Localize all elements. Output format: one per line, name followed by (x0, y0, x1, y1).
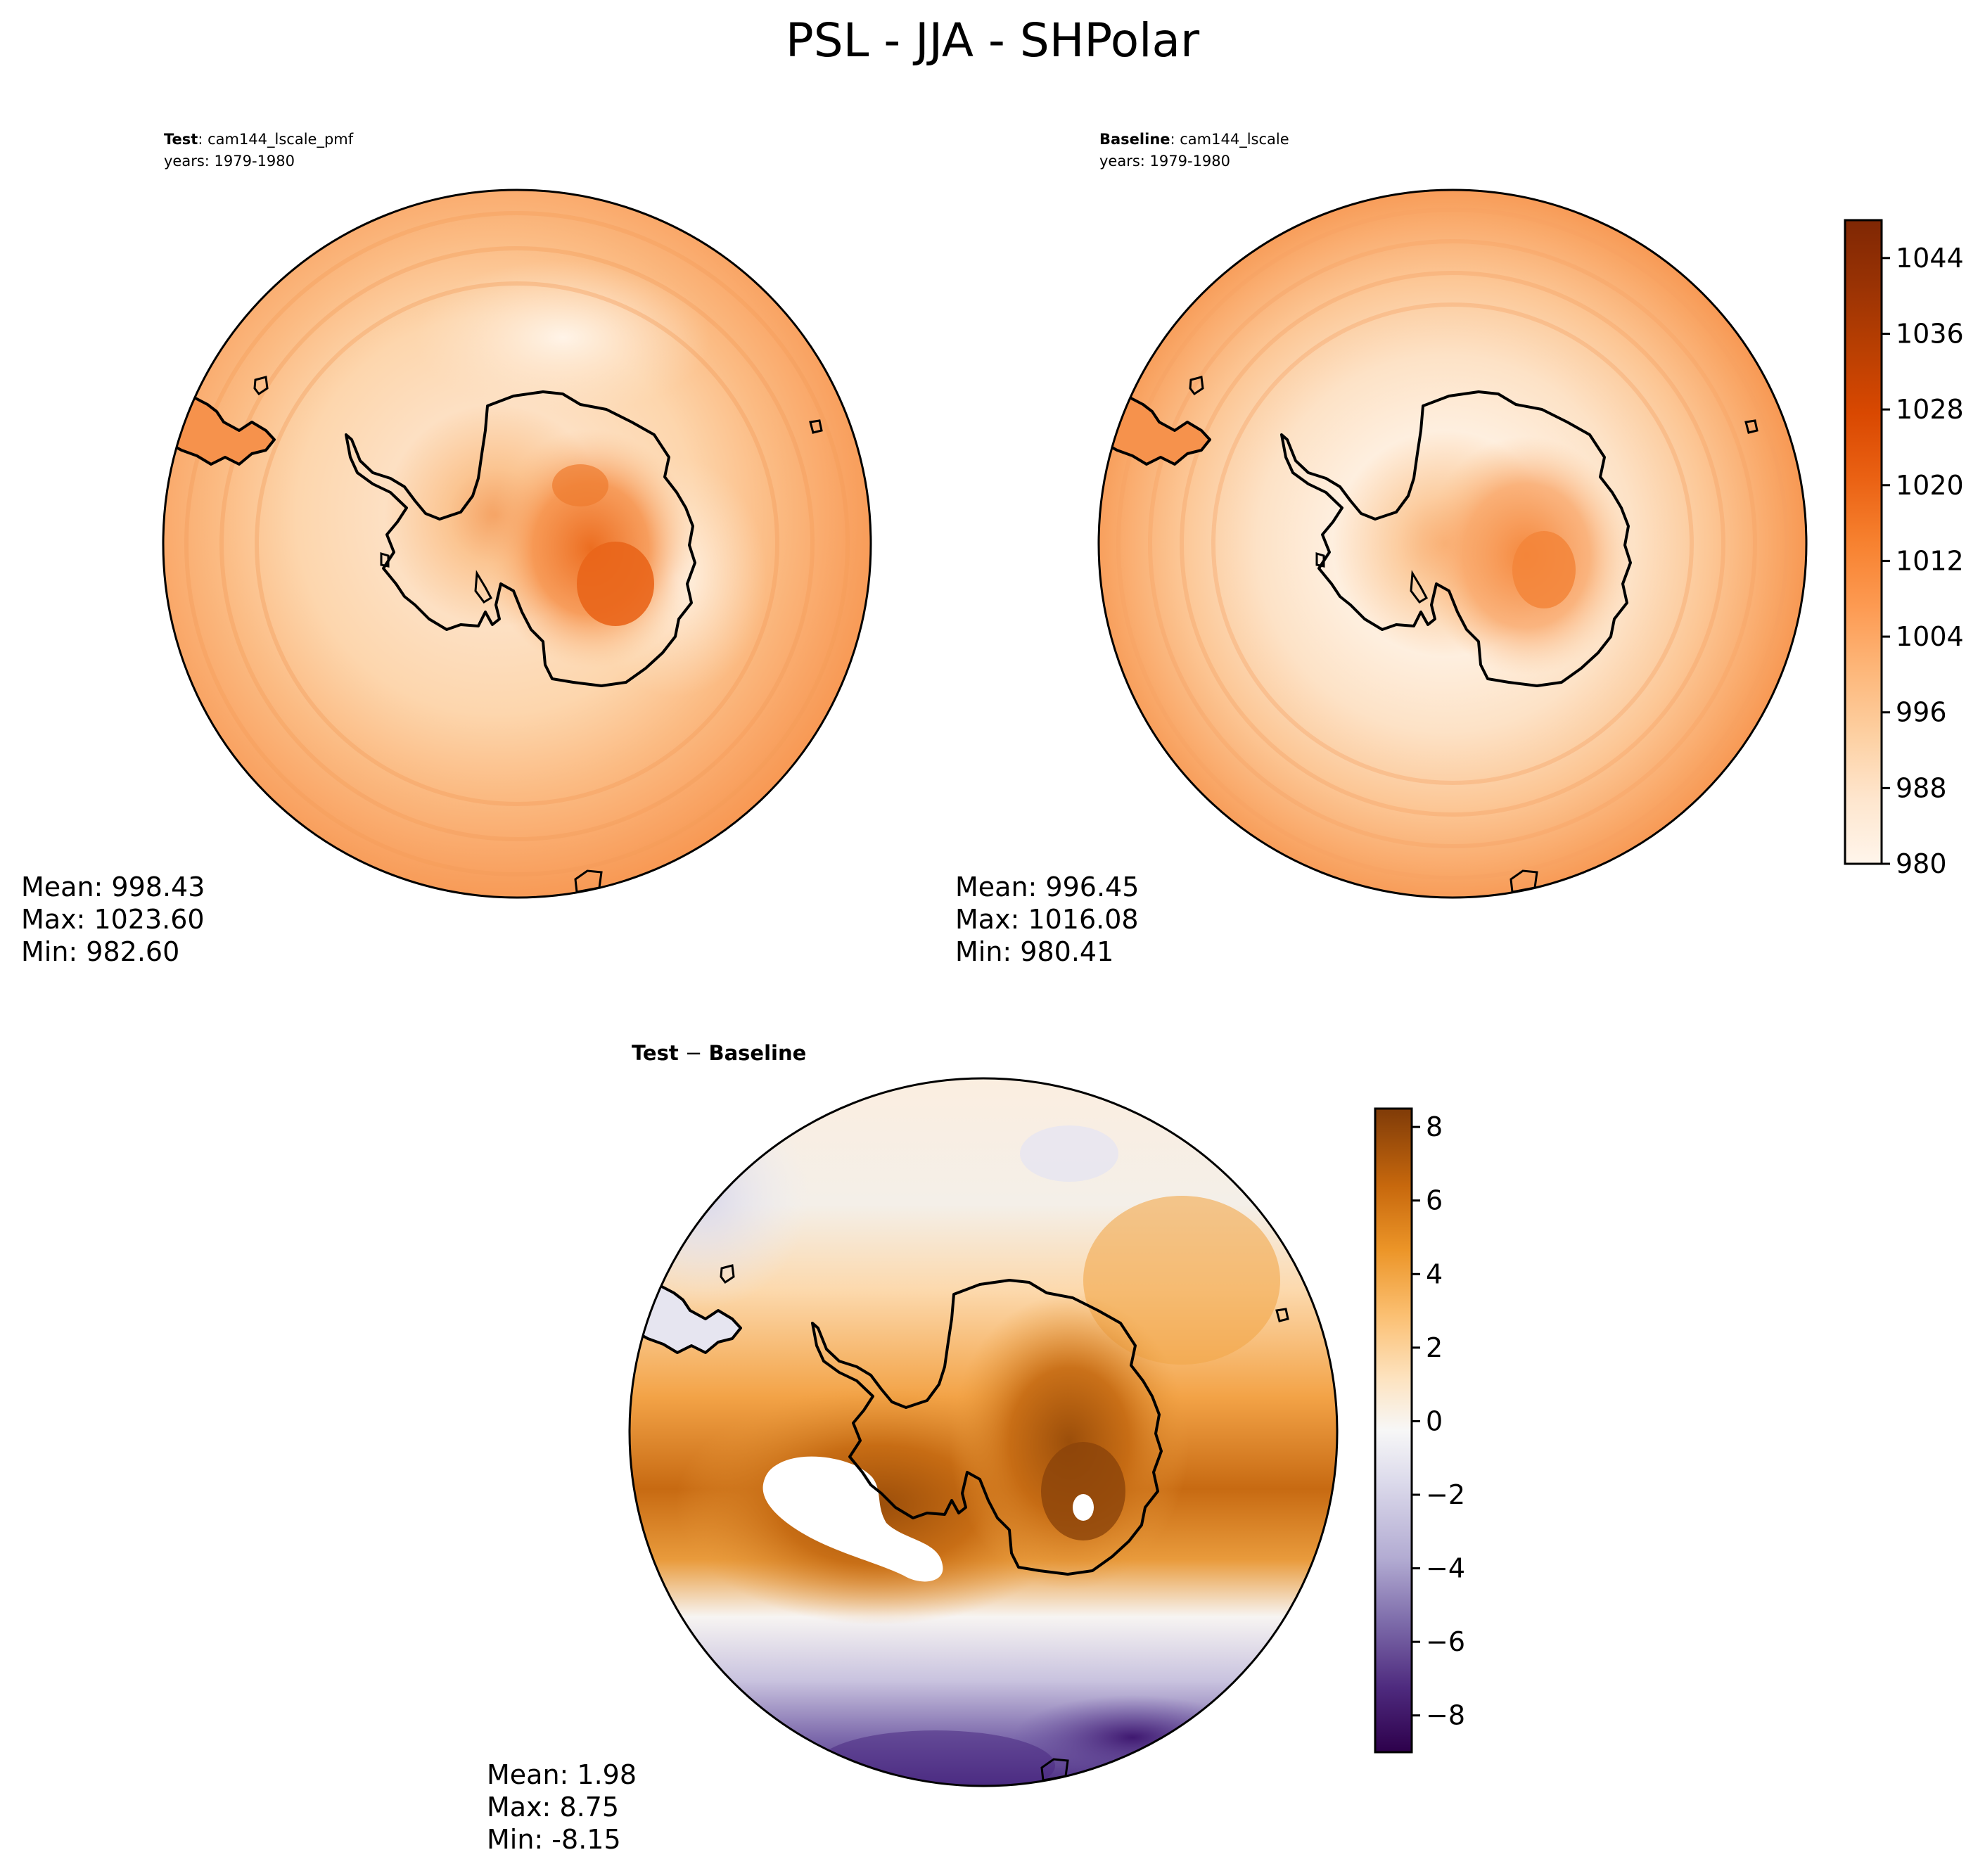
colorbar-diff-tick-label: 4 (1426, 1258, 1443, 1289)
baseline-map-boundary (1097, 189, 1808, 899)
baseline-stat-mean: Mean: 996.45 (955, 872, 1139, 902)
baseline-years: years: 1979-1980 (1099, 153, 1230, 170)
colorbar-diff-tick-label: 6 (1426, 1185, 1443, 1216)
test-stats: Mean: 998.43 Max: 1023.60 Min: 982.60 (21, 872, 205, 967)
test-years: years: 1979-1980 (164, 153, 295, 170)
test-stat-max: Max: 1023.60 (21, 904, 205, 935)
colorbar-diff-bar (1374, 1107, 1413, 1754)
diff-missing-blob-small (1073, 1494, 1094, 1521)
diff-label-bold-b: Baseline (708, 1041, 806, 1065)
colorbar-diff-tick-label: −6 (1426, 1626, 1465, 1657)
diff-stat-min: Min: -8.15 (487, 1824, 621, 1855)
diff-antarctica-coastline (811, 1279, 1163, 1576)
test-stat-min: Min: 982.60 (21, 936, 179, 967)
diff-stat-mean: Mean: 1.98 (487, 1759, 637, 1790)
baseline-south-america-coastline (1103, 395, 1211, 466)
colorbar-psl-tick-label: 988 (1896, 772, 1947, 803)
figure-title: PSL - JJA - SHPolar (786, 13, 1200, 68)
colorbar-psl-tick-label: 1020 (1896, 470, 1964, 501)
test-map-field (163, 190, 871, 898)
baseline-label-rest: : cam144_lscale (1170, 131, 1289, 148)
test-stat-mean: Mean: 998.43 (21, 872, 205, 902)
test-antarctica-coastline (345, 390, 696, 687)
colorbar-psl-bar (1844, 219, 1883, 865)
colorbar-diff-tick-label: −4 (1426, 1553, 1465, 1584)
baseline-stat-min: Min: 980.41 (955, 936, 1113, 967)
diff-stat-max: Max: 8.75 (487, 1792, 619, 1823)
diff-missing-blob-large (762, 1456, 943, 1582)
diff-label-sep: − (679, 1041, 709, 1065)
colorbar-diff-tick-label: 8 (1426, 1111, 1443, 1142)
baseline-stats: Mean: 996.45 Max: 1016.08 Min: 980.41 (955, 872, 1139, 967)
test-label-bold: Test (164, 131, 198, 148)
colorbar-psl-tick-label: 1004 (1896, 621, 1964, 652)
colorbar-psl: 980 988 996 1004 1012 1020 1028 1036 1044 (1844, 219, 1964, 879)
panel-test: Test: cam144_lscale_pmf years: 1979-1980 (21, 131, 872, 967)
colorbar-psl-tick-label: 1028 (1896, 394, 1964, 425)
panel-diff: Test − Baseline Mean: 1.98 Max: 8 (487, 1041, 1465, 1855)
baseline-antarctica-coastline (1280, 390, 1632, 687)
colorbar-diff-tick-label: −8 (1426, 1700, 1465, 1731)
test-label-rest: : cam144_lscale_pmf (198, 131, 353, 148)
diff-stats: Mean: 1.98 Max: 8.75 Min: -8.15 (487, 1759, 637, 1855)
colorbar-psl-tick-label: 1012 (1896, 545, 1964, 576)
baseline-map-field (1099, 190, 1806, 898)
test-label: Test: cam144_lscale_pmf (164, 131, 354, 148)
colorbar-diff: −8 −6 −4 −2 0 2 4 6 8 (1374, 1107, 1465, 1754)
test-south-america-coastline (167, 395, 276, 466)
colorbar-diff-tick-label: 2 (1426, 1332, 1443, 1363)
baseline-stat-max: Max: 1016.08 (955, 904, 1139, 935)
diff-south-america-coastline (634, 1283, 742, 1354)
diff-label: Test − Baseline (632, 1041, 806, 1065)
panel-baseline: Baseline: cam144_lscale years: 1979-1980… (955, 131, 1964, 967)
baseline-label: Baseline: cam144_lscale (1099, 131, 1289, 148)
colorbar-psl-tick-label: 1044 (1896, 243, 1964, 274)
colorbar-diff-tick-label: 0 (1426, 1405, 1443, 1436)
diff-label-bold-a: Test (632, 1041, 679, 1065)
colorbar-psl-tick-label: 996 (1896, 697, 1947, 728)
colorbar-diff-tick-label: −2 (1426, 1479, 1465, 1510)
colorbar-psl-tick-label: 1036 (1896, 318, 1964, 349)
diff-map-field (630, 1078, 1337, 1786)
diff-map-boundary (628, 1077, 1339, 1787)
colorbar-psl-tick-label: 980 (1896, 848, 1947, 879)
test-map-boundary (162, 189, 872, 899)
baseline-label-bold: Baseline (1099, 131, 1170, 148)
